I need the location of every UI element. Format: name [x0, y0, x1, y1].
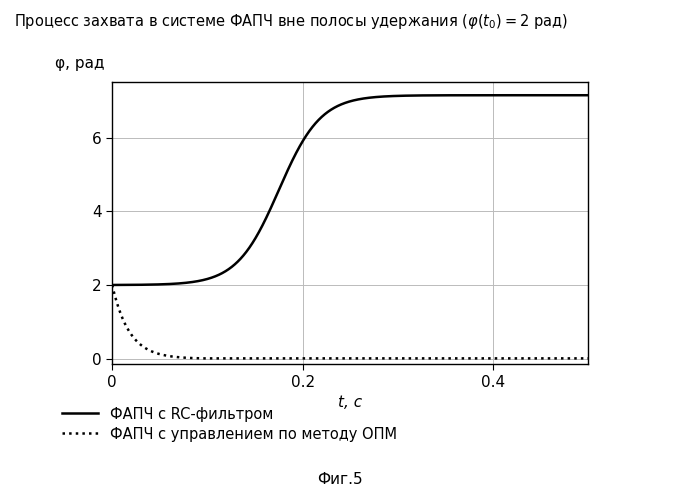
- Legend: ФАПЧ с RC-фильтром, ФАПЧ с управлением по методу ОПМ: ФАПЧ с RC-фильтром, ФАПЧ с управлением п…: [62, 407, 397, 442]
- Text: Фиг.5: Фиг.5: [317, 472, 363, 487]
- Text: φ, рад: φ, рад: [55, 56, 105, 71]
- X-axis label: t, с: t, с: [338, 395, 362, 410]
- Text: Процесс захвата в системе ФАПЧ вне полосы удержания ($\varphi(t_0) = 2$ рад): Процесс захвата в системе ФАПЧ вне полос…: [14, 12, 568, 31]
